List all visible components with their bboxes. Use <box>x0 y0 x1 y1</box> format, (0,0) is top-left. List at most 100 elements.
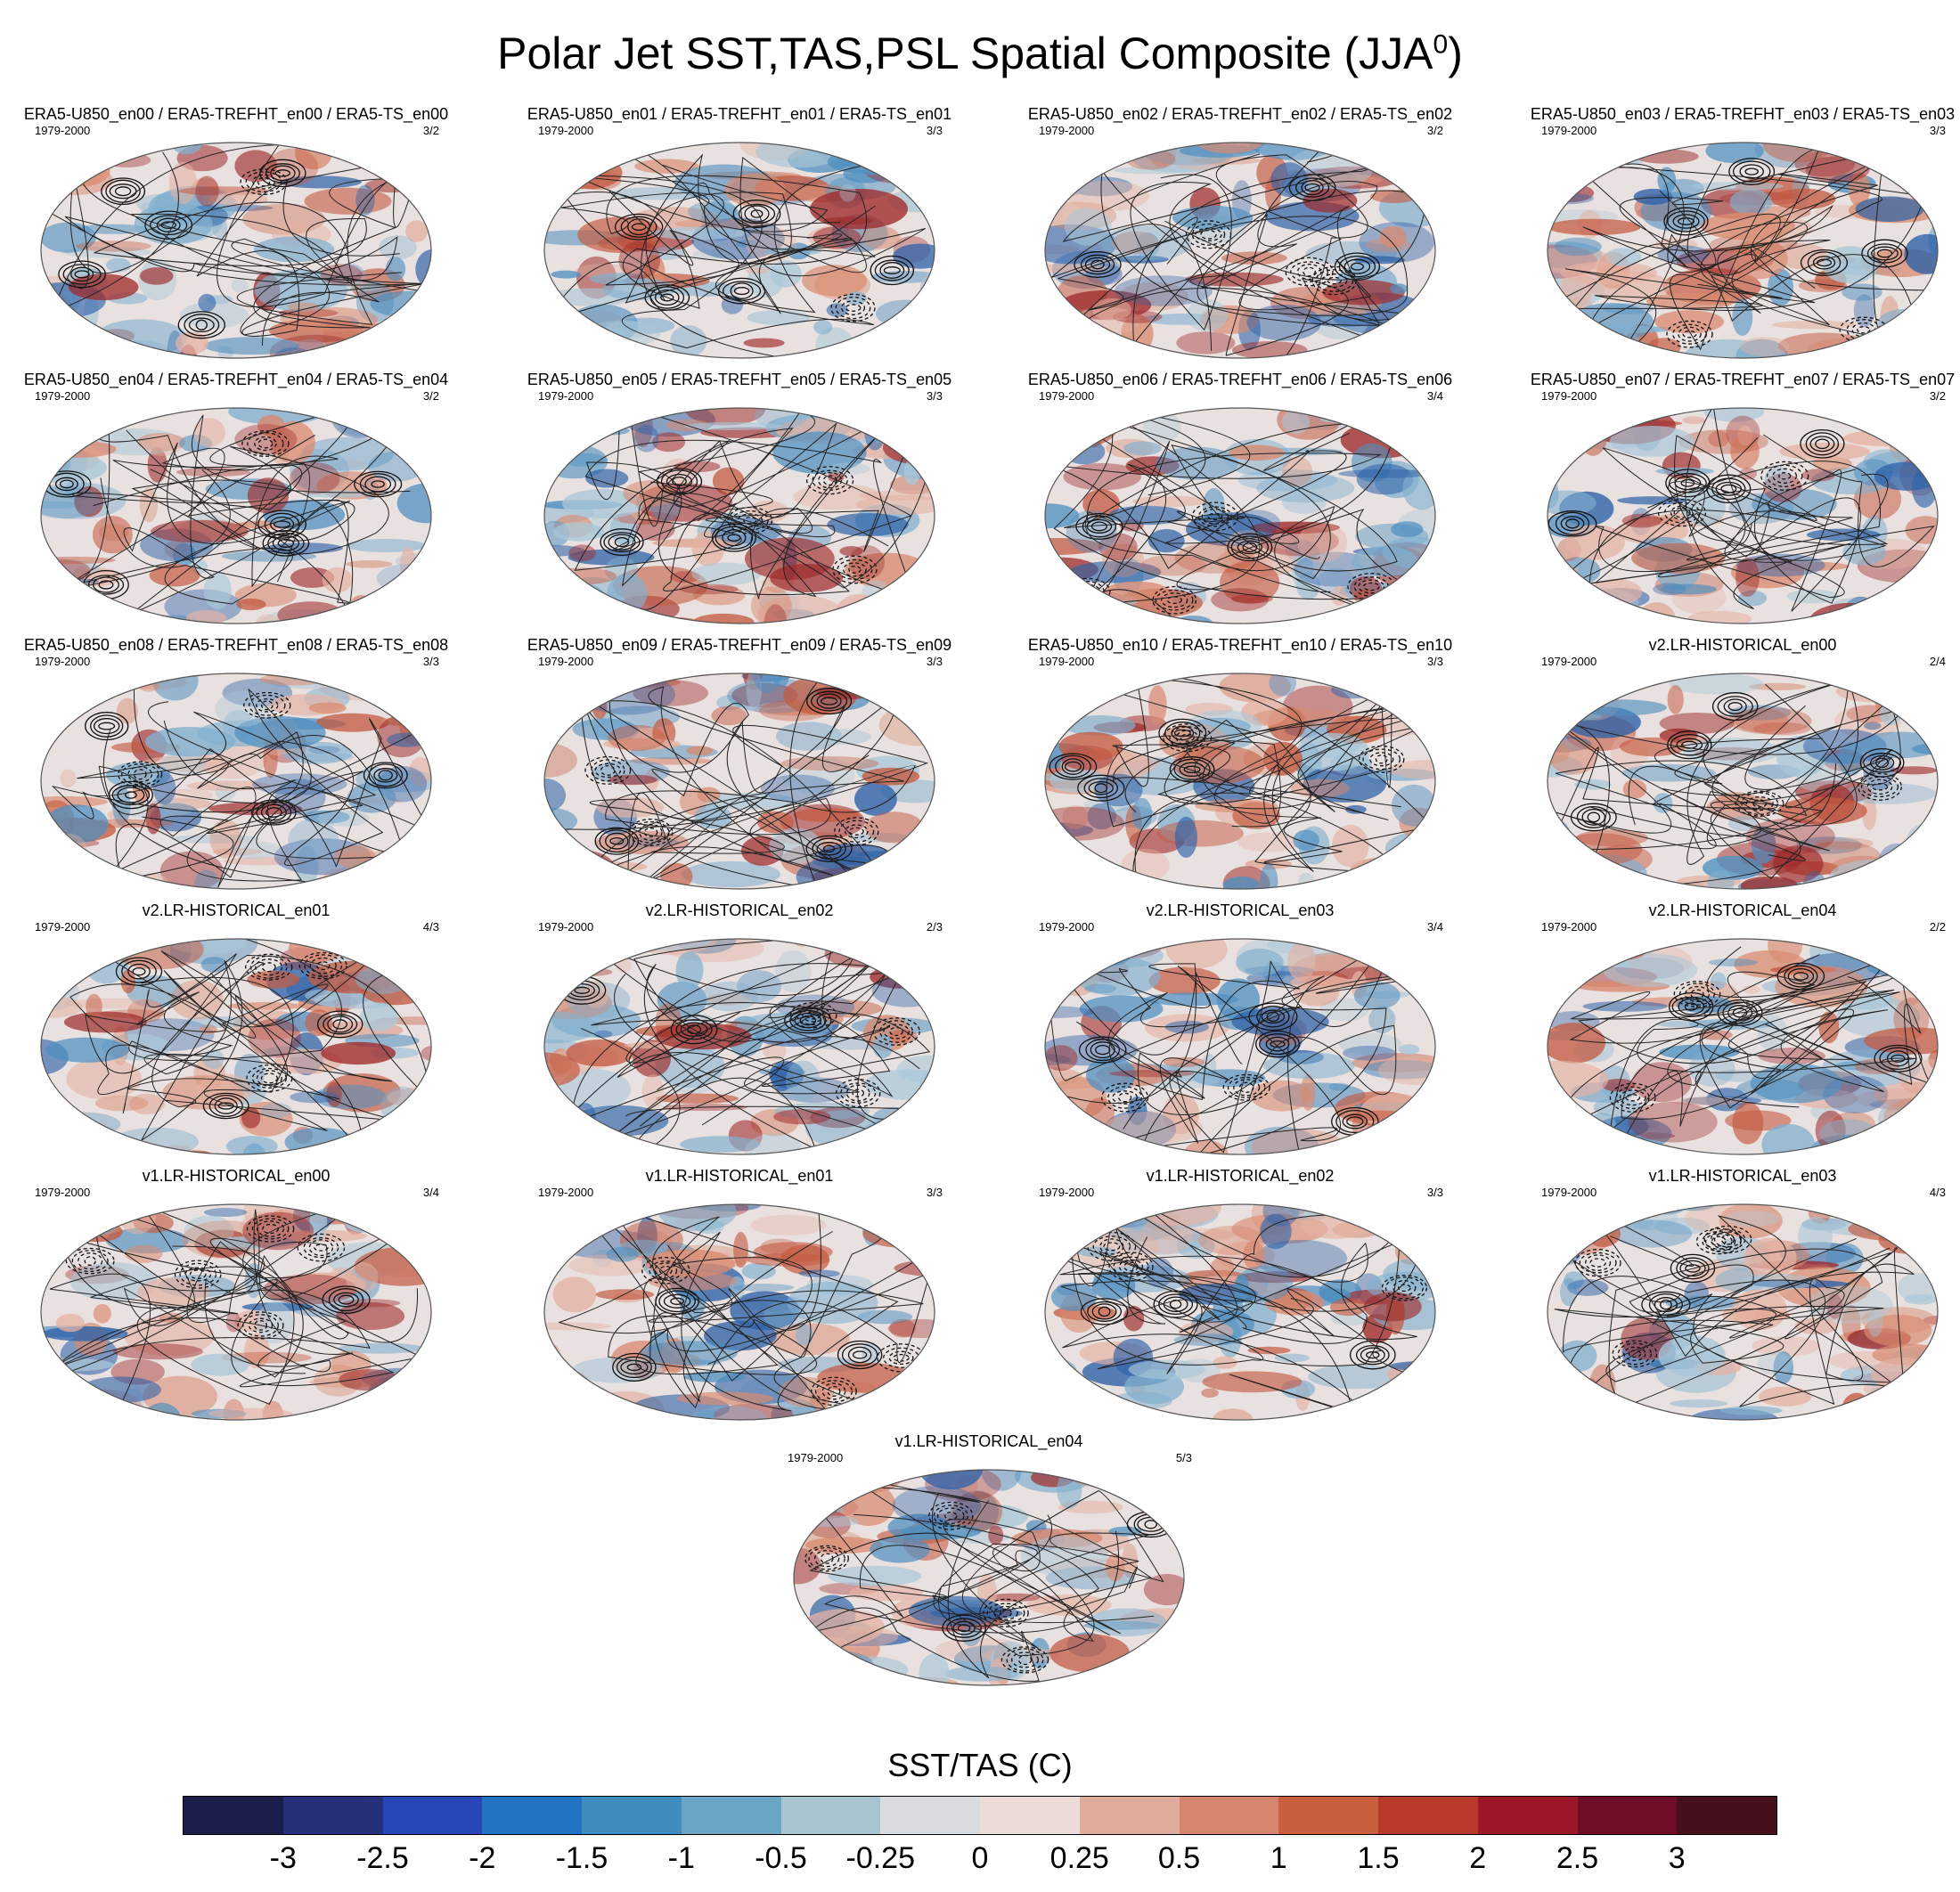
map-panel: ERA5-U850_en04 / ERA5-TREFHT_en04 / ERA5… <box>13 371 459 631</box>
map-border <box>40 673 432 890</box>
composite-map <box>543 938 935 1155</box>
map-border <box>1547 1203 1939 1421</box>
panel-ratio: 3/2 <box>1929 389 1946 403</box>
colorbar-tick-label: -2 <box>469 1841 496 1875</box>
map-field <box>41 1204 431 1420</box>
composite-map <box>1044 407 1436 624</box>
panel-period: 1979-2000 <box>1541 655 1597 668</box>
panel-period: 1979-2000 <box>1541 389 1597 403</box>
map-panel: ERA5-U850_en02 / ERA5-TREFHT_en02 / ERA5… <box>1017 105 1463 365</box>
panel-period: 1979-2000 <box>788 1451 844 1464</box>
map-field <box>41 939 431 1154</box>
panel-title: v2.LR-HISTORICAL_en03 <box>1146 901 1335 919</box>
panel-title: v1.LR-HISTORICAL_en01 <box>645 1167 834 1185</box>
colorbar-tick-label: 3 <box>1668 1841 1686 1875</box>
map-panel: ERA5-U850_en05 / ERA5-TREFHT_en05 / ERA5… <box>517 371 962 631</box>
panel-period: 1979-2000 <box>1541 124 1597 137</box>
colorbar-swatch <box>1477 1797 1578 1834</box>
panel-ratio: 3/3 <box>1426 1186 1443 1199</box>
map-panel: v2.LR-HISTORICAL_en03 1979-2000 3/4 <box>1017 901 1463 1162</box>
panel-title: ERA5-U850_en09 / ERA5-TREFHT_en09 / ERA5… <box>527 636 952 654</box>
composite-map <box>1044 673 1436 890</box>
panel-ratio: 3/4 <box>1426 389 1443 403</box>
map-field <box>544 673 935 889</box>
panel-ratio: 3/3 <box>1426 655 1443 668</box>
colorbar-tick-label: 1 <box>1270 1841 1287 1875</box>
panel-period: 1979-2000 <box>1039 655 1095 668</box>
figure-title-close: ) <box>1448 29 1463 78</box>
map-panel: ERA5-U850_en01 / ERA5-TREFHT_en01 / ERA5… <box>517 105 962 365</box>
colorbar-tick-label: 0 <box>971 1841 989 1875</box>
colorbar-swatch <box>1179 1797 1279 1834</box>
figure-title-superscript: 0 <box>1433 29 1449 60</box>
panel-ratio: 3/4 <box>1426 920 1443 934</box>
map-field <box>41 143 431 358</box>
panel-ratio: 3/2 <box>1426 124 1443 137</box>
colorbar-title: SST/TAS (C) <box>887 1747 1073 1783</box>
composite-map <box>1547 407 1939 624</box>
map-border <box>1547 938 1939 1155</box>
panel-title: v2.LR-HISTORICAL_en01 <box>142 901 331 919</box>
map-field <box>1045 408 1435 624</box>
map-panel: ERA5-U850_en03 / ERA5-TREFHT_en03 / ERA5… <box>1520 105 1960 365</box>
composite-map <box>543 142 935 359</box>
figure-title: Polar Jet SST,TAS,PSL Spatial Composite … <box>0 27 1960 80</box>
panel-title: ERA5-U850_en05 / ERA5-TREFHT_en05 / ERA5… <box>527 371 952 388</box>
panel-period: 1979-2000 <box>35 389 91 403</box>
composite-map <box>40 1203 432 1421</box>
map-panel: v2.LR-HISTORICAL_en04 1979-2000 2/2 <box>1520 901 1960 1162</box>
map-border <box>543 1203 935 1421</box>
map-border <box>1044 1203 1436 1421</box>
map-border <box>40 1203 432 1421</box>
colorbar-tick-label: -0.25 <box>845 1841 916 1875</box>
colorbar-tick-label: -3 <box>269 1841 297 1875</box>
composite-map <box>40 407 432 624</box>
panel-period: 1979-2000 <box>35 920 91 934</box>
panel-ratio: 3/3 <box>422 655 439 668</box>
colorbar-labels: -3 -2.5 -2 -1.5 -1 -0.5 -0.25 0 0.25 0.5 1 1.5 2 2.5 3 <box>184 1840 1776 1876</box>
map-field <box>1548 1204 1938 1420</box>
map-panel: v1.LR-HISTORICAL_en03 1979-2000 4/3 <box>1520 1167 1960 1427</box>
panel-period: 1979-2000 <box>1541 1186 1597 1199</box>
composite-map <box>1547 938 1939 1155</box>
map-field <box>41 673 431 889</box>
panel-ratio: 3/2 <box>422 389 439 403</box>
colorbar-tick-label: 2.5 <box>1556 1841 1599 1875</box>
composite-map <box>1547 1203 1939 1421</box>
map-border <box>1547 407 1939 624</box>
map-border <box>1044 142 1436 359</box>
map-panel: v2.LR-HISTORICAL_en01 1979-2000 4/3 <box>13 901 459 1162</box>
map-field <box>1045 673 1435 889</box>
map-field <box>794 1470 1184 1685</box>
colorbar-swatch <box>780 1797 881 1834</box>
map-border <box>543 673 935 890</box>
colorbar-swatch <box>282 1797 383 1834</box>
panel-title: ERA5-U850_en00 / ERA5-TREFHT_en00 / ERA5… <box>23 105 449 123</box>
colorbar-tick-label: -2.5 <box>356 1841 409 1875</box>
map-field <box>1548 939 1938 1154</box>
map-panel: v2.LR-HISTORICAL_en00 1979-2000 2/4 <box>1520 636 1960 896</box>
map-panel: ERA5-U850_en07 / ERA5-TREFHT_en07 / ERA5… <box>1520 371 1960 631</box>
map-field <box>544 143 935 358</box>
panel-period: 1979-2000 <box>538 389 594 403</box>
panel-ratio: 3/4 <box>422 1186 439 1199</box>
composite-map <box>1547 673 1939 890</box>
colorbar-swatch <box>1278 1797 1378 1834</box>
map-field <box>544 1204 935 1420</box>
composite-map <box>40 673 432 890</box>
colorbar-tick-label: 1.5 <box>1357 1841 1400 1875</box>
map-field <box>1548 673 1938 889</box>
colorbar-swatch <box>1677 1797 1776 1834</box>
composite-map <box>1044 1203 1436 1421</box>
composite-map <box>40 938 432 1155</box>
colorbar-tick-label: 2 <box>1469 1841 1487 1875</box>
map-border <box>543 407 935 624</box>
map-panel: ERA5-U850_en10 / ERA5-TREFHT_en10 / ERA5… <box>1017 636 1463 896</box>
panel-title: v2.LR-HISTORICAL_en02 <box>645 901 834 919</box>
composite-map <box>1044 938 1436 1155</box>
map-border <box>793 1469 1185 1686</box>
panel-ratio: 2/4 <box>1929 655 1946 668</box>
map-border <box>1044 938 1436 1155</box>
panel-ratio: 3/3 <box>926 1186 943 1199</box>
figure-title-text: Polar Jet SST,TAS,PSL Spatial Composite … <box>497 29 1433 78</box>
